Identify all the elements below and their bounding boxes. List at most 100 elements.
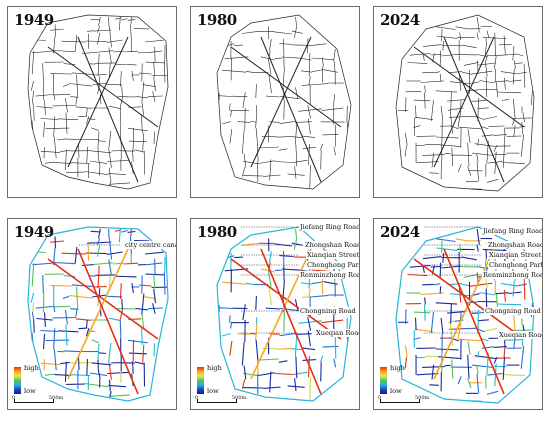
street-segment bbox=[477, 319, 489, 322]
street-segment bbox=[494, 280, 497, 295]
street-segment bbox=[269, 159, 272, 181]
street-segment bbox=[503, 289, 506, 302]
street-segment bbox=[228, 315, 231, 323]
street-segment bbox=[424, 92, 426, 109]
street-segment bbox=[53, 116, 56, 137]
street-segment bbox=[97, 26, 100, 33]
street-segment bbox=[118, 228, 121, 243]
street-segment bbox=[142, 296, 156, 300]
street-segment bbox=[416, 161, 439, 164]
street-segment bbox=[457, 111, 462, 128]
street-segment bbox=[113, 50, 124, 53]
major-road bbox=[77, 248, 139, 395]
street-segment bbox=[301, 135, 316, 138]
street-segment bbox=[131, 71, 134, 81]
street-segment bbox=[291, 30, 303, 34]
road-label: Renminzhong Road bbox=[482, 271, 542, 279]
road-label: Chenghong Park bbox=[306, 261, 359, 269]
street-segment bbox=[497, 91, 522, 94]
street-segment bbox=[493, 153, 507, 155]
street-segment bbox=[458, 338, 481, 342]
street-segment bbox=[451, 147, 454, 167]
street-segment bbox=[463, 62, 479, 66]
street-segment bbox=[31, 50, 35, 75]
street-segment bbox=[404, 357, 408, 369]
street-segment bbox=[109, 391, 112, 398]
street-segment bbox=[447, 311, 466, 314]
street-segment bbox=[98, 76, 101, 85]
street-segment bbox=[291, 136, 302, 138]
street-segment bbox=[45, 127, 70, 129]
colored-road-network-1949 bbox=[27, 226, 169, 402]
street-segment bbox=[295, 144, 298, 167]
street-segment bbox=[447, 320, 455, 323]
street-segment bbox=[108, 130, 112, 151]
street-segment bbox=[97, 237, 101, 245]
street-segment bbox=[486, 140, 489, 165]
street-segment bbox=[127, 339, 148, 344]
street-segment bbox=[292, 159, 308, 163]
street-segment bbox=[130, 23, 132, 43]
street-segment bbox=[309, 377, 311, 401]
street-segment bbox=[76, 286, 79, 309]
street-segment bbox=[463, 273, 479, 278]
street-segment bbox=[274, 372, 293, 376]
street-segment bbox=[164, 59, 166, 83]
year-label: 2024 bbox=[380, 223, 420, 241]
street-segment bbox=[108, 259, 113, 276]
street-segment bbox=[31, 262, 35, 287]
street-segment bbox=[250, 121, 257, 123]
road-network-1980 bbox=[216, 14, 352, 190]
street-segment bbox=[97, 265, 100, 289]
street-segment bbox=[87, 30, 94, 32]
street-segment bbox=[494, 80, 509, 83]
street-segment bbox=[476, 373, 480, 394]
street-segment bbox=[322, 345, 339, 348]
street-segment bbox=[459, 244, 462, 253]
street-segment bbox=[504, 128, 506, 137]
street-segment bbox=[283, 87, 285, 101]
street-segment bbox=[477, 139, 479, 146]
street-segment bbox=[294, 26, 297, 38]
street-segment bbox=[60, 150, 70, 152]
street-segment bbox=[513, 125, 516, 137]
street-segment bbox=[33, 107, 35, 121]
street-segment bbox=[119, 283, 122, 299]
street-segment bbox=[450, 91, 452, 112]
street-segment bbox=[218, 307, 233, 310]
street-segment bbox=[476, 244, 479, 252]
major-road bbox=[260, 36, 322, 183]
street-segment bbox=[255, 324, 258, 340]
street-segment bbox=[90, 19, 101, 21]
street-segment bbox=[269, 371, 272, 393]
major-road bbox=[413, 258, 525, 340]
street-segment bbox=[97, 84, 100, 95]
street-segment bbox=[108, 362, 112, 380]
scale-bar bbox=[14, 399, 54, 403]
street-segment bbox=[414, 317, 417, 331]
street-segment bbox=[281, 56, 299, 59]
street-segment bbox=[218, 95, 233, 97]
street-segment bbox=[431, 99, 434, 121]
street-segment bbox=[307, 118, 311, 135]
road-label: Renminzhong Road bbox=[299, 271, 359, 279]
street-segment bbox=[283, 100, 285, 120]
street-segment bbox=[295, 87, 299, 99]
street-segment bbox=[494, 151, 497, 175]
street-segment bbox=[494, 32, 496, 57]
street-segment bbox=[320, 143, 323, 151]
street-segment bbox=[508, 79, 522, 82]
legend-high-label: high bbox=[207, 364, 222, 372]
street-segment bbox=[294, 299, 299, 311]
road-label: Jiefang Ring Road bbox=[482, 227, 543, 235]
street-segment bbox=[308, 144, 310, 166]
major-road bbox=[433, 36, 495, 168]
street-segment bbox=[500, 283, 516, 287]
street-segment bbox=[333, 146, 336, 156]
street-segment bbox=[222, 121, 231, 125]
street-segment bbox=[115, 63, 137, 66]
street-segments bbox=[398, 16, 533, 190]
street-segment bbox=[242, 92, 246, 108]
road-label: Xueqian Road bbox=[315, 329, 359, 337]
street-segment bbox=[50, 240, 64, 243]
